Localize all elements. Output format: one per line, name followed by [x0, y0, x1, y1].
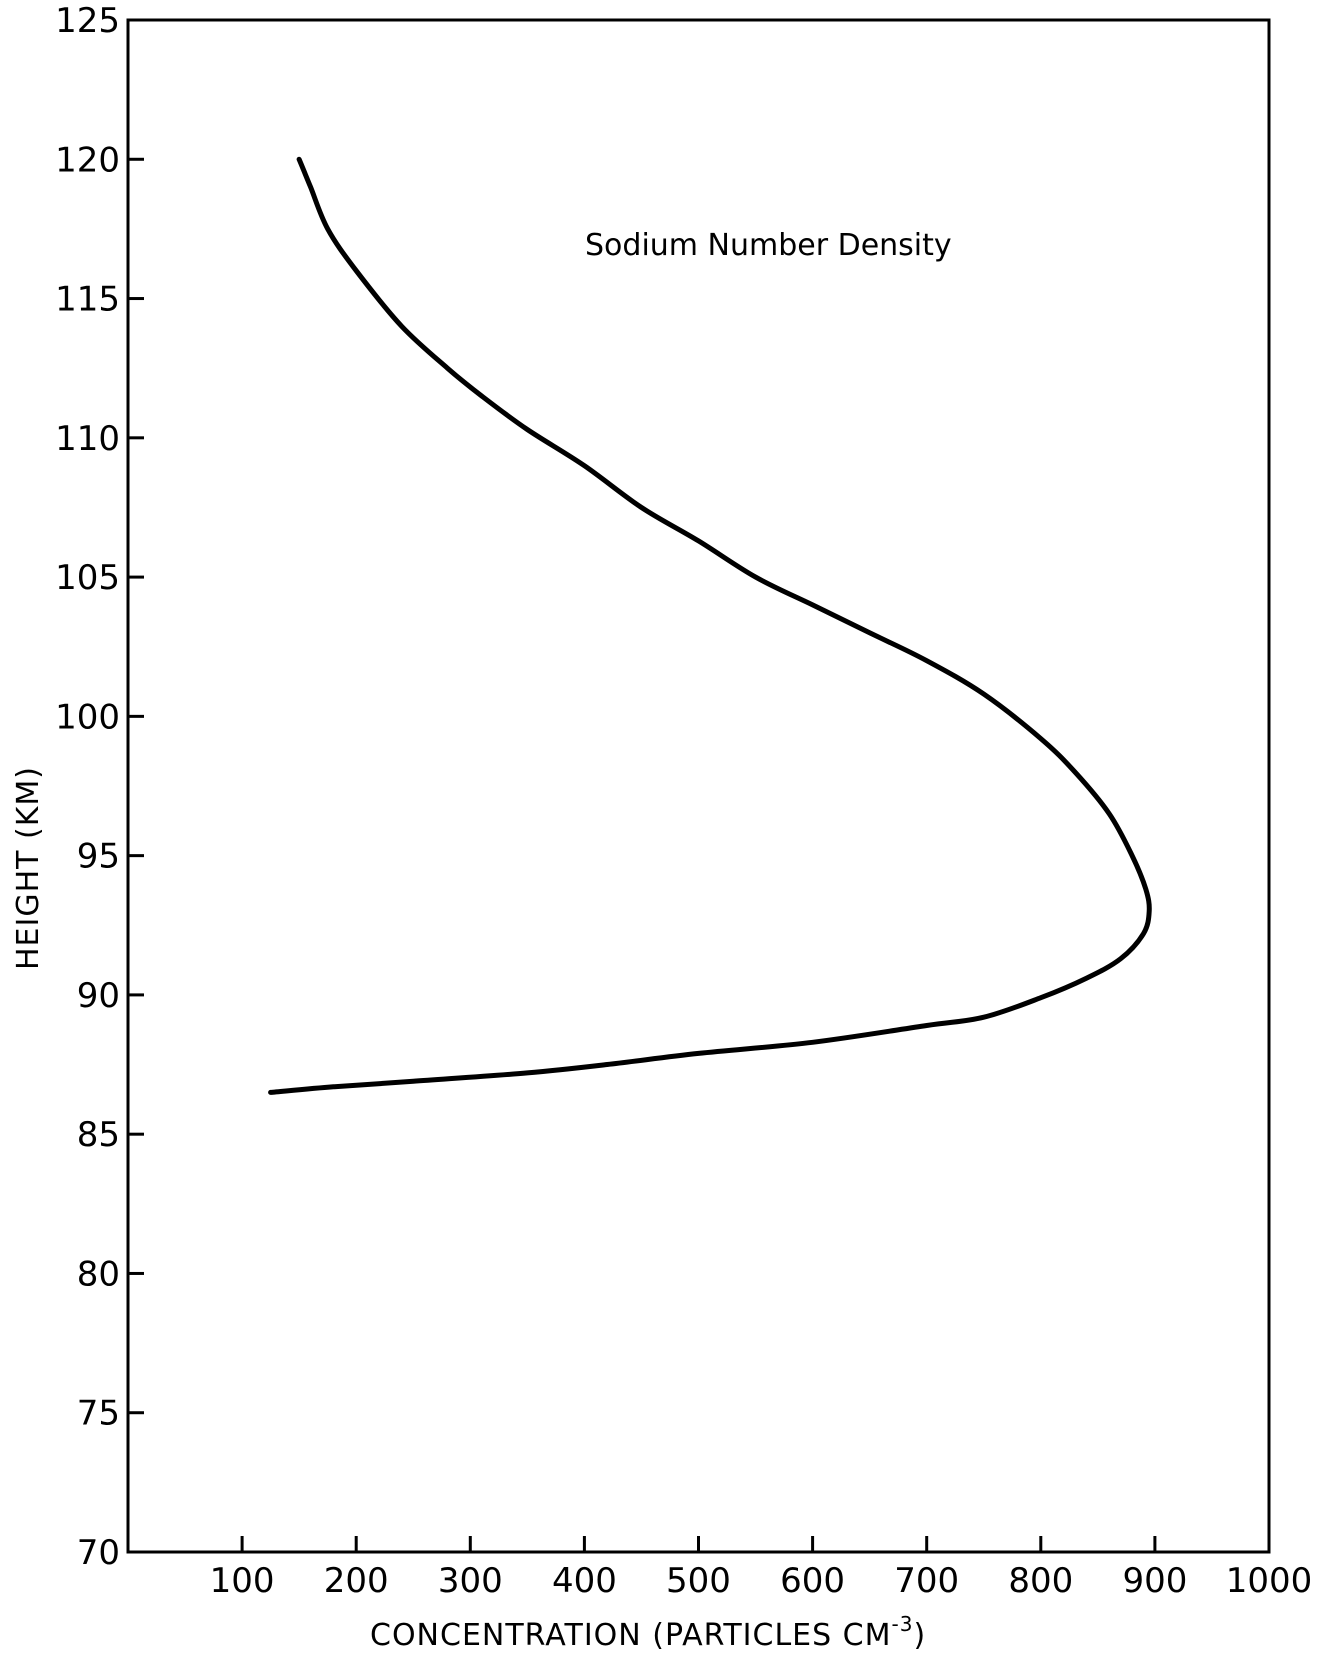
x-tick-label: 900: [1122, 1561, 1187, 1601]
y-tick-label: 70: [77, 1533, 120, 1573]
x-tick-label: 200: [324, 1561, 389, 1601]
x-axis-title-sup: -3: [892, 1612, 914, 1636]
y-axis-title: HEIGHT (KM): [11, 766, 46, 970]
x-tick-label: 300: [438, 1561, 503, 1601]
y-tick-label: 105: [55, 558, 120, 598]
x-tick-label: 700: [894, 1561, 959, 1601]
y-tick-label: 75: [77, 1394, 120, 1434]
y-axis-ticks: 70 75 80 85 90 95 100 105 110 115 120 125: [55, 1, 144, 1573]
x-axis-title-end: ): [913, 1618, 926, 1653]
y-tick-label: 110: [55, 419, 120, 459]
x-tick-label: 600: [780, 1561, 845, 1601]
x-tick-label: 1000: [1226, 1561, 1313, 1601]
y-tick-label: 100: [55, 697, 120, 737]
curve-annotation: Sodium Number Density: [585, 228, 952, 263]
x-axis-ticks: 100 200 300 400 500 600 700 800 900 1000: [210, 1536, 1313, 1601]
y-tick-label: 90: [77, 976, 120, 1016]
y-tick-label: 125: [55, 1, 120, 41]
y-tick-label: 120: [55, 140, 120, 180]
sodium-density-curve: [268, 156, 1152, 1095]
x-axis-title-main: CONCENTRATION (PARTICLES CM: [370, 1618, 892, 1653]
x-tick-label: 400: [552, 1561, 617, 1601]
x-tick-label: 500: [666, 1561, 731, 1601]
x-tick-label: 800: [1008, 1561, 1073, 1601]
y-tick-label: 115: [55, 280, 120, 320]
y-tick-label: 80: [77, 1254, 120, 1294]
x-tick-label: 100: [210, 1561, 275, 1601]
x-axis-title: CONCENTRATION (PARTICLES CM-3): [370, 1612, 926, 1653]
y-tick-label: 95: [77, 837, 120, 877]
y-tick-label: 85: [77, 1115, 120, 1155]
